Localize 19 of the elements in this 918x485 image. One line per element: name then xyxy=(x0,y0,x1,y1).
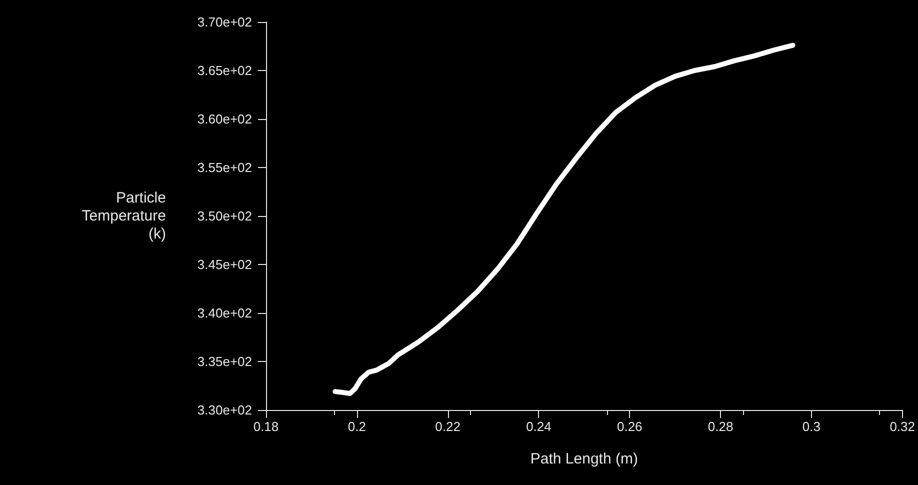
x-tick-label: 0.28 xyxy=(708,419,734,434)
y-tick-label: 3.40e+02 xyxy=(197,306,252,320)
y-tick-label: 3.50e+02 xyxy=(197,208,252,224)
y-tick-label: 3.65e+02 xyxy=(197,63,252,78)
y-tick-label: 3.55e+02 xyxy=(197,160,252,175)
y-axis-title: Particle Temperature (k) xyxy=(82,190,166,242)
x-tick-label: 0.2 xyxy=(348,419,366,434)
y-tick-label: 3.70e+02 xyxy=(197,14,252,30)
x-tick-label: 0.22 xyxy=(435,419,460,434)
y-tick-label: 3.35e+02 xyxy=(197,354,252,369)
y-tick-label: 3.45e+02 xyxy=(197,257,252,272)
y-tick-label: 3.60e+02 xyxy=(197,112,252,126)
x-tick-label: 0.3 xyxy=(802,419,820,434)
x-tick-label: 0.24 xyxy=(526,419,552,434)
x-tick-label: 0.26 xyxy=(616,419,642,434)
y-tick-label: 3.30e+02 xyxy=(197,402,252,418)
x-tick-label: 0.18 xyxy=(253,419,279,434)
x-tick-label: 0.32 xyxy=(890,419,916,434)
x-axis-title: Path Length (m) xyxy=(530,450,638,468)
